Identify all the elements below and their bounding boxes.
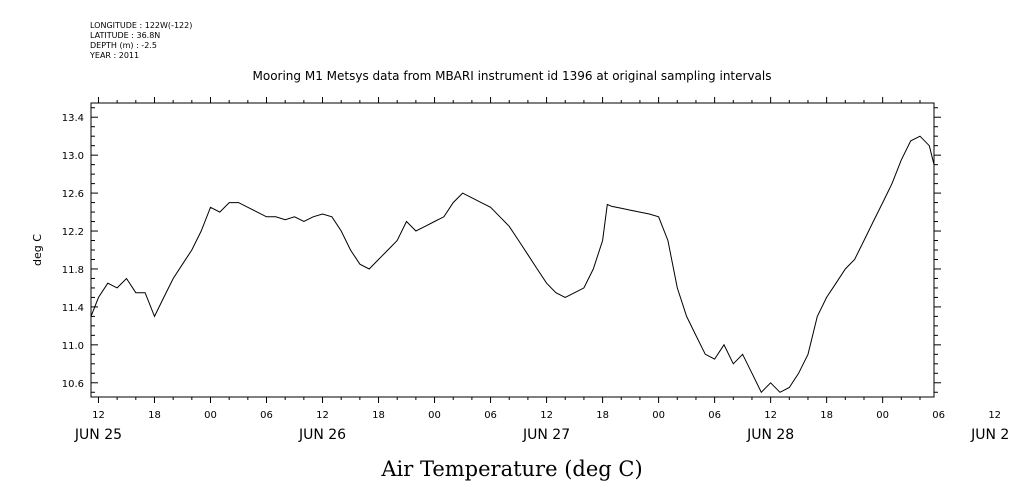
y-tick-label: 13.0 xyxy=(62,151,84,162)
location-metadata: LONGITUDE : 122W(-122) LATITUDE : 36.8N … xyxy=(90,21,192,61)
x-tick-label: 12 xyxy=(764,410,777,421)
y-tick-label: 11.4 xyxy=(62,303,84,314)
y-axis-label: deg C xyxy=(31,234,44,266)
x-axis-variable-label: Air Temperature (deg C) xyxy=(380,457,642,481)
y-tick-label: 12.6 xyxy=(62,189,84,200)
x-day-label: JUN 29 xyxy=(970,427,1009,443)
air-temperature-series-line xyxy=(90,107,935,394)
y-tick-label: 11.8 xyxy=(62,265,84,276)
x-tick-label: 12 xyxy=(316,410,329,421)
plot-frame xyxy=(90,102,935,398)
x-day-label: JUN 25 xyxy=(74,427,122,443)
depth-label: DEPTH (m) : -2.5 xyxy=(90,41,157,50)
y-tick-label: 12.2 xyxy=(62,227,84,238)
tick-marks xyxy=(91,97,941,403)
x-tick-labels: 1218000612180006121800061218000612180006… xyxy=(92,410,1001,421)
year-label: YEAR : 2011 xyxy=(90,51,140,60)
x-tick-label: 06 xyxy=(260,410,273,421)
x-tick-label: 06 xyxy=(932,410,945,421)
y-tick-label: 10.6 xyxy=(62,379,84,390)
x-tick-label: 18 xyxy=(372,410,385,421)
x-tick-label: 00 xyxy=(428,410,441,421)
x-tick-label: 18 xyxy=(820,410,833,421)
x-tick-label: 12 xyxy=(92,410,105,421)
x-tick-label: 18 xyxy=(148,410,161,421)
x-day-label: JUN 28 xyxy=(746,427,794,443)
x-day-label: JUN 26 xyxy=(298,427,346,443)
x-tick-label: 00 xyxy=(204,410,217,421)
longitude-label: LONGITUDE : 122W(-122) xyxy=(90,21,193,30)
x-tick-label: 12 xyxy=(540,410,553,421)
y-tick-labels: 13.4 13.0 12.6 12.2 11.8 11.4 11.0 10.6 xyxy=(62,113,84,390)
y-tick-label: 13.4 xyxy=(62,113,84,124)
latitude-label: LATITUDE : 36.8N xyxy=(90,31,161,40)
x-tick-label: 12 xyxy=(988,410,1001,421)
y-tick-label: 11.0 xyxy=(62,341,84,352)
chart-title: Mooring M1 Metsys data from MBARI instru… xyxy=(253,69,772,83)
x-tick-label: 00 xyxy=(652,410,665,421)
x-tick-label: 18 xyxy=(596,410,609,421)
x-day-label: JUN 27 xyxy=(522,427,570,443)
x-tick-label: 06 xyxy=(708,410,721,421)
x-tick-label: 06 xyxy=(484,410,497,421)
x-tick-label: 00 xyxy=(876,410,889,421)
